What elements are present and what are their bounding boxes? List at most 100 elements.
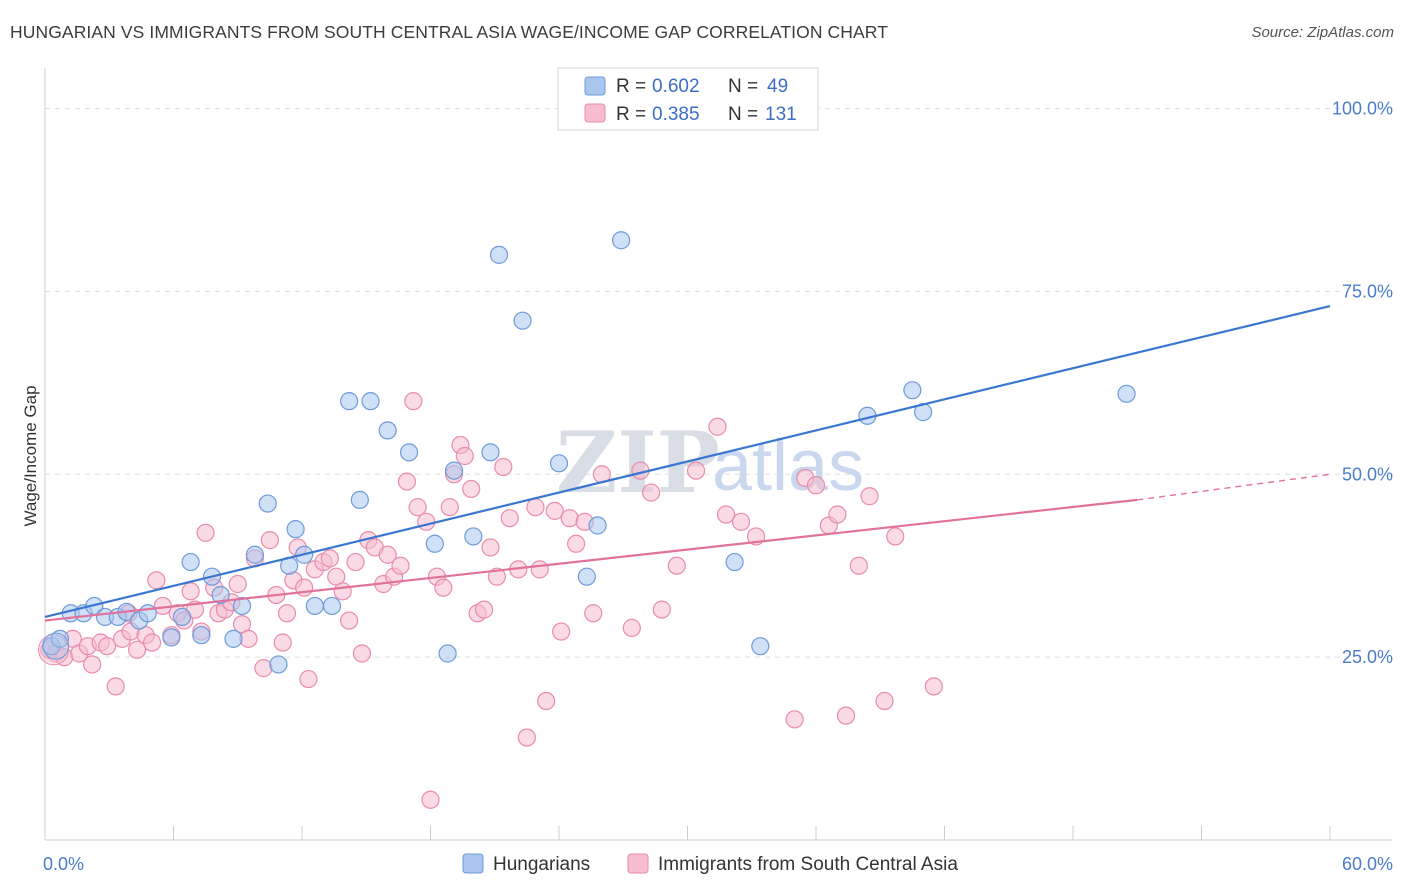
immigrants-point bbox=[142, 633, 162, 652]
immigrants-point bbox=[421, 790, 440, 809]
immigrants-point bbox=[378, 545, 397, 564]
immigrants-trend-extension bbox=[1137, 473, 1331, 501]
hungarians-point bbox=[245, 545, 264, 564]
immigrants-point bbox=[641, 483, 661, 502]
hungarians-point bbox=[232, 596, 252, 616]
immigrants-point bbox=[860, 487, 879, 506]
immigrants-point bbox=[806, 476, 826, 495]
immigrants-point bbox=[434, 578, 453, 597]
immigrants-point bbox=[196, 523, 215, 542]
bottom-legend-label: Immigrants from South Central Asia bbox=[658, 854, 958, 875]
legend-r-label: R = bbox=[616, 104, 646, 125]
immigrants-point bbox=[686, 461, 706, 480]
hungarians-point bbox=[438, 644, 457, 663]
immigrants-point bbox=[622, 618, 641, 637]
hungarians-point bbox=[481, 443, 500, 462]
immigrants-point bbox=[537, 691, 556, 711]
immigrants-point bbox=[277, 604, 297, 623]
immigrants-point bbox=[481, 538, 500, 557]
immigrants-point bbox=[487, 567, 506, 586]
grid-lines bbox=[45, 108, 1342, 658]
immigrants-point bbox=[254, 659, 273, 678]
top-legend: R = 0.602 N = 49 R = 0.385 N = 131 bbox=[557, 67, 819, 131]
legend-r-label: R = bbox=[616, 76, 646, 97]
axes bbox=[44, 68, 1392, 841]
immigrants-point bbox=[408, 498, 427, 517]
immigrants-point bbox=[731, 512, 751, 531]
immigrants-point bbox=[474, 600, 494, 619]
immigrants-point bbox=[545, 501, 564, 520]
legend-n-label: N = bbox=[728, 76, 758, 97]
immigrants-point bbox=[652, 600, 671, 619]
hungarians-point bbox=[322, 596, 342, 616]
immigrants-point bbox=[875, 691, 894, 711]
immigrants-point bbox=[849, 556, 868, 575]
bottom-legend-label: Hungarians bbox=[493, 854, 590, 875]
hungarians-point bbox=[211, 585, 230, 605]
series-hungarians-points bbox=[42, 231, 1136, 674]
legend-swatch-hungarians bbox=[584, 76, 606, 96]
hungarians-point bbox=[588, 516, 607, 535]
immigrants-point bbox=[924, 677, 943, 696]
immigrants-point bbox=[455, 446, 474, 466]
immigrants-point bbox=[397, 472, 417, 491]
immigrants-point bbox=[440, 498, 459, 517]
immigrants-point bbox=[346, 552, 365, 572]
bottom-legend-swatch-hungarians bbox=[462, 853, 484, 874]
hungarians-point bbox=[425, 534, 444, 553]
immigrants-point bbox=[391, 556, 410, 575]
x-tick-labels: 0.0% 60.0% bbox=[43, 854, 1393, 874]
immigrants-point bbox=[273, 633, 292, 652]
immigrants-point bbox=[181, 582, 200, 601]
immigrants-point bbox=[333, 582, 352, 601]
immigrants-point bbox=[836, 706, 856, 725]
immigrants-point bbox=[147, 571, 166, 590]
legend-n-label: N = bbox=[728, 104, 758, 125]
hungarians-point bbox=[224, 629, 243, 648]
immigrants-point bbox=[228, 574, 247, 594]
hungarians-point bbox=[138, 604, 157, 623]
immigrants-point bbox=[127, 640, 147, 659]
hungarians-point bbox=[305, 596, 324, 616]
hungarians-point bbox=[350, 490, 369, 509]
hungarians-point bbox=[612, 231, 631, 250]
hungarians-point bbox=[192, 626, 211, 645]
immigrants-point bbox=[552, 622, 571, 641]
bottom-legend: Hungarians Immigrants from South Central… bbox=[462, 853, 958, 875]
hungarians-point bbox=[181, 552, 200, 572]
hungarians-point bbox=[258, 494, 277, 513]
hungarians-point bbox=[725, 552, 744, 572]
legend-swatch-immigrants bbox=[584, 103, 606, 123]
y-tick-label: 100.0% bbox=[1332, 99, 1393, 119]
hungarians-point bbox=[286, 520, 305, 539]
immigrants-point bbox=[828, 505, 847, 524]
x-tick-label: 0.0% bbox=[43, 854, 84, 874]
immigrants-point bbox=[299, 669, 318, 689]
immigrants-point bbox=[517, 728, 536, 747]
immigrants-point bbox=[708, 417, 727, 436]
hungarians-point bbox=[269, 655, 288, 674]
hungarians-point bbox=[444, 461, 464, 480]
immigrants-point bbox=[560, 509, 579, 528]
immigrants-point bbox=[417, 512, 436, 531]
immigrants-trend-line bbox=[44, 498, 1138, 622]
immigrants-point bbox=[462, 479, 481, 499]
hungarians-point bbox=[50, 629, 70, 648]
bottom-legend-swatch-immigrants bbox=[627, 853, 649, 874]
hungarians-point bbox=[1117, 384, 1136, 403]
hungarians-point bbox=[513, 311, 532, 330]
immigrants-point bbox=[785, 710, 804, 729]
immigrants-point bbox=[500, 509, 519, 528]
y-tick-label: 25.0% bbox=[1342, 647, 1393, 667]
legend-r-value: 0.385 bbox=[652, 104, 700, 125]
immigrants-point bbox=[320, 549, 339, 568]
hungarians-point bbox=[751, 637, 770, 656]
hungarians-point bbox=[399, 443, 419, 462]
immigrants-point bbox=[886, 527, 905, 546]
immigrants-point bbox=[530, 560, 549, 579]
y-tick-label: 75.0% bbox=[1342, 281, 1393, 301]
y-axis-label: Wage/Income Gap bbox=[21, 385, 40, 526]
immigrants-point bbox=[98, 637, 117, 656]
legend-n-value: 131 bbox=[765, 104, 797, 125]
